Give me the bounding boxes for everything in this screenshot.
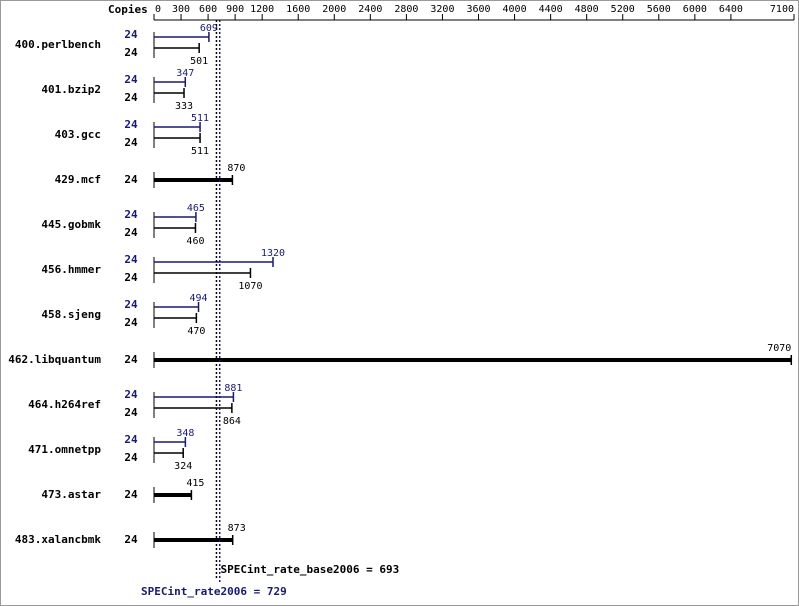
copies-label: 24 (124, 406, 138, 419)
value-label: 324 (174, 461, 192, 472)
category-label: 403.gcc (55, 128, 101, 141)
x-tick-label: 4000 (503, 4, 527, 15)
copies-label: 24 (124, 73, 138, 86)
bar (154, 133, 201, 143)
bar (154, 223, 197, 233)
value-label: 511 (191, 113, 209, 124)
value-label: 873 (228, 523, 246, 534)
bar (154, 268, 252, 278)
copies-label: 24 (124, 28, 138, 41)
copies-label: 24 (124, 433, 138, 446)
copies-label: 24 (124, 488, 138, 501)
bar (154, 403, 233, 413)
x-tick-label: 300 (172, 4, 190, 15)
category-label: 473.astar (41, 488, 101, 501)
value-label: 881 (224, 383, 242, 394)
category-label: 456.hmmer (41, 263, 101, 276)
category-label: 458.sjeng (41, 308, 101, 321)
copies-label: 24 (124, 533, 138, 546)
copies-label: 24 (124, 451, 138, 464)
value-label: 1070 (238, 281, 262, 292)
x-tick-label: 7100 (770, 4, 794, 15)
x-tick-label: 2000 (322, 4, 346, 15)
x-tick-label: 1600 (286, 4, 310, 15)
value-label: 470 (187, 326, 205, 337)
category-label: 483.xalancbmk (15, 533, 101, 546)
x-tick-label: 0 (155, 4, 161, 15)
bar (154, 257, 274, 267)
bar (154, 302, 200, 312)
copies-label: 24 (124, 388, 138, 401)
bar (154, 448, 184, 458)
x-tick-label: 5600 (647, 4, 671, 15)
bar (154, 490, 193, 500)
copies-label: 24 (124, 136, 138, 149)
value-label: 347 (176, 68, 194, 79)
bar (154, 212, 197, 222)
copies-label: 24 (124, 298, 138, 311)
value-label: 864 (223, 416, 241, 427)
value-label: 465 (187, 203, 205, 214)
copies-label: 24 (124, 208, 138, 221)
bar (154, 122, 201, 132)
bar (154, 43, 200, 53)
value-label: 415 (186, 478, 204, 489)
copies-label: 24 (124, 226, 138, 239)
x-tick-label: 6400 (719, 4, 743, 15)
copies-label: 24 (124, 353, 138, 366)
copies-label: 24 (124, 316, 138, 329)
category-label: 471.omnetpp (28, 443, 101, 456)
x-tick-label: 4400 (539, 4, 563, 15)
x-tick-label: 3200 (430, 4, 454, 15)
category-label: 400.perlbench (15, 38, 101, 51)
value-label: 1320 (261, 248, 285, 259)
value-label: 460 (186, 236, 204, 247)
copies-label: 24 (124, 253, 138, 266)
bar (154, 88, 185, 98)
reference-label: SPECint_rate_base2006 = 693 (220, 563, 399, 576)
x-tick-label: 600 (199, 4, 217, 15)
value-label: 494 (189, 293, 207, 304)
value-label: 333 (175, 101, 193, 112)
value-label: 7070 (767, 343, 791, 354)
value-label: 348 (176, 428, 194, 439)
x-tick-label: 3600 (466, 4, 490, 15)
copies-label: 24 (124, 173, 138, 186)
value-label: 609 (200, 23, 218, 34)
x-tick-label: 1200 (250, 4, 274, 15)
reference-label: SPECint_rate2006 = 729 (141, 585, 287, 598)
bar (154, 313, 198, 323)
category-label: 401.bzip2 (41, 83, 101, 96)
value-label: 501 (190, 56, 208, 67)
category-label: 445.gobmk (41, 218, 101, 231)
x-tick-label: 900 (226, 4, 244, 15)
category-label: 429.mcf (55, 173, 101, 186)
copies-header: Copies (108, 3, 148, 16)
copies-label: 24 (124, 118, 138, 131)
x-tick-label: 2800 (394, 4, 418, 15)
bar (154, 437, 187, 447)
x-tick-label: 2400 (358, 4, 382, 15)
bar (154, 32, 210, 42)
copies-label: 24 (124, 271, 138, 284)
value-label: 511 (191, 146, 209, 157)
bar (154, 77, 187, 87)
x-tick-label: 4800 (575, 4, 599, 15)
category-label: 462.libquantum (8, 353, 101, 366)
category-label: 464.h264ref (28, 398, 101, 411)
bar (154, 355, 793, 365)
copies-label: 24 (124, 46, 138, 59)
copies-label: 24 (124, 91, 138, 104)
x-tick-label: 6000 (683, 4, 707, 15)
value-label: 870 (227, 163, 245, 174)
x-tick-label: 5200 (611, 4, 635, 15)
